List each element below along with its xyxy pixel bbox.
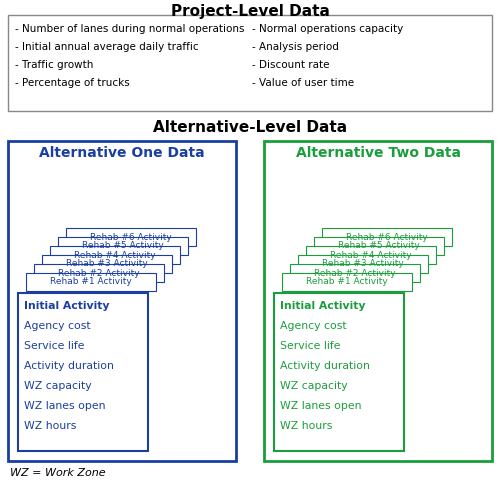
- Text: - Discount rate: - Discount rate: [252, 60, 330, 70]
- Text: Rehab #6 Activity: Rehab #6 Activity: [346, 233, 428, 242]
- Text: WZ hours: WZ hours: [280, 421, 332, 431]
- Text: Rehab #1 Activity: Rehab #1 Activity: [50, 277, 132, 287]
- Text: Rehab #1 Activity: Rehab #1 Activity: [306, 277, 388, 287]
- Text: - Initial annual average daily traffic: - Initial annual average daily traffic: [15, 42, 198, 52]
- Text: WZ hours: WZ hours: [24, 421, 76, 431]
- Text: Rehab #3 Activity: Rehab #3 Activity: [66, 259, 148, 268]
- FancyBboxPatch shape: [8, 15, 492, 111]
- Text: Rehab #4 Activity: Rehab #4 Activity: [330, 250, 412, 259]
- Text: Rehab #2 Activity: Rehab #2 Activity: [314, 268, 396, 277]
- Text: - Value of user time: - Value of user time: [252, 78, 354, 88]
- FancyBboxPatch shape: [8, 141, 236, 461]
- Text: Alternative Two Data: Alternative Two Data: [296, 146, 460, 160]
- FancyBboxPatch shape: [26, 273, 156, 291]
- FancyBboxPatch shape: [66, 228, 196, 246]
- Text: Initial Activity: Initial Activity: [280, 301, 366, 311]
- FancyBboxPatch shape: [58, 237, 188, 255]
- Text: Rehab #4 Activity: Rehab #4 Activity: [74, 250, 156, 259]
- Text: WZ = Work Zone: WZ = Work Zone: [10, 468, 106, 478]
- Text: Rehab #5 Activity: Rehab #5 Activity: [338, 242, 420, 250]
- Text: Rehab #6 Activity: Rehab #6 Activity: [90, 233, 172, 242]
- Text: - Number of lanes during normal operations: - Number of lanes during normal operatio…: [15, 24, 244, 34]
- Text: - Percentage of trucks: - Percentage of trucks: [15, 78, 130, 88]
- FancyBboxPatch shape: [282, 273, 412, 291]
- Text: Rehab #2 Activity: Rehab #2 Activity: [58, 268, 140, 277]
- Text: - Normal operations capacity: - Normal operations capacity: [252, 24, 403, 34]
- Text: WZ capacity: WZ capacity: [280, 381, 347, 391]
- Text: - Analysis period: - Analysis period: [252, 42, 339, 52]
- Text: Activity duration: Activity duration: [280, 361, 370, 371]
- Text: WZ lanes open: WZ lanes open: [280, 401, 361, 411]
- Text: Service life: Service life: [24, 341, 84, 351]
- FancyBboxPatch shape: [306, 246, 436, 264]
- Text: Service life: Service life: [280, 341, 340, 351]
- Text: Alternative-Level Data: Alternative-Level Data: [153, 120, 347, 135]
- FancyBboxPatch shape: [264, 141, 492, 461]
- Text: - Traffic growth: - Traffic growth: [15, 60, 94, 70]
- FancyBboxPatch shape: [50, 246, 180, 264]
- Text: Alternative One Data: Alternative One Data: [39, 146, 205, 160]
- FancyBboxPatch shape: [274, 293, 404, 451]
- FancyBboxPatch shape: [298, 255, 428, 273]
- Text: Rehab #5 Activity: Rehab #5 Activity: [82, 242, 164, 250]
- FancyBboxPatch shape: [42, 255, 172, 273]
- FancyBboxPatch shape: [18, 293, 148, 451]
- Text: WZ lanes open: WZ lanes open: [24, 401, 105, 411]
- FancyBboxPatch shape: [314, 237, 444, 255]
- Text: Agency cost: Agency cost: [280, 321, 346, 331]
- Text: Initial Activity: Initial Activity: [24, 301, 109, 311]
- FancyBboxPatch shape: [290, 264, 420, 282]
- FancyBboxPatch shape: [34, 264, 164, 282]
- Text: Activity duration: Activity duration: [24, 361, 114, 371]
- Text: Agency cost: Agency cost: [24, 321, 90, 331]
- Text: Rehab #3 Activity: Rehab #3 Activity: [322, 259, 404, 268]
- Text: Project-Level Data: Project-Level Data: [170, 4, 330, 19]
- Text: WZ capacity: WZ capacity: [24, 381, 92, 391]
- FancyBboxPatch shape: [322, 228, 452, 246]
